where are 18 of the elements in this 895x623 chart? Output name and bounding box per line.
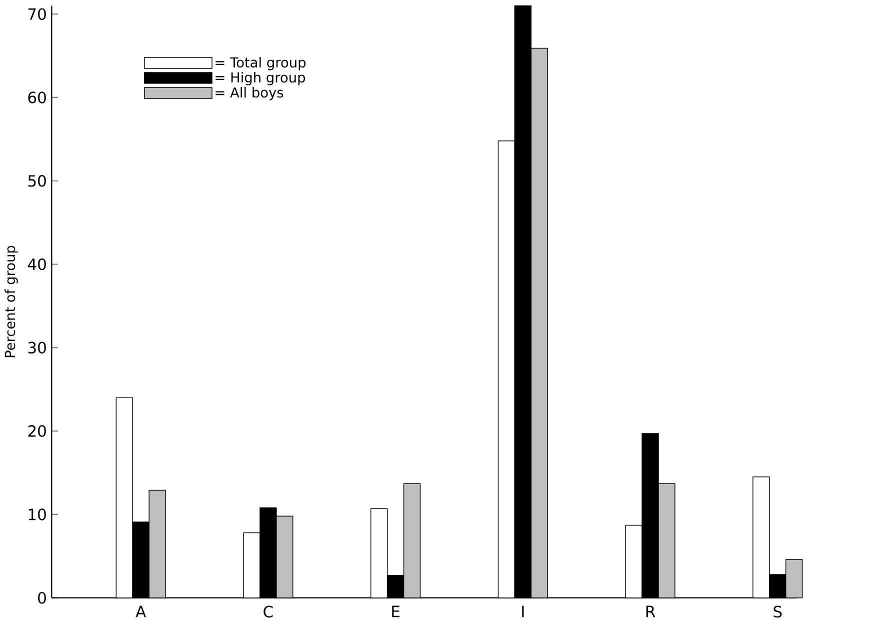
x-tick-label: E [392,606,400,617]
y-tick-label: 0 [38,592,46,604]
legend-label: = High group [216,72,306,86]
x-tick-label: I [522,606,524,617]
x-tick-label: C [264,606,273,618]
y-tick-label: 70 [28,8,46,20]
y-tick-label: 40 [28,258,46,270]
legend-label: = Total group [216,56,306,70]
y-tick-label: 20 [28,424,46,437]
legend-label: = All boys [216,86,284,100]
x-tick-label: S [774,606,782,618]
x-tick-label: A [136,606,146,617]
y-tick-label: 30 [28,342,46,354]
y-axis-title: Percent of group [4,246,18,357]
y-tick-label: 10 [28,508,46,520]
y-tick-label: 60 [28,91,46,104]
y-tick-label: 50 [28,174,46,187]
x-tick-label: R [646,606,656,617]
